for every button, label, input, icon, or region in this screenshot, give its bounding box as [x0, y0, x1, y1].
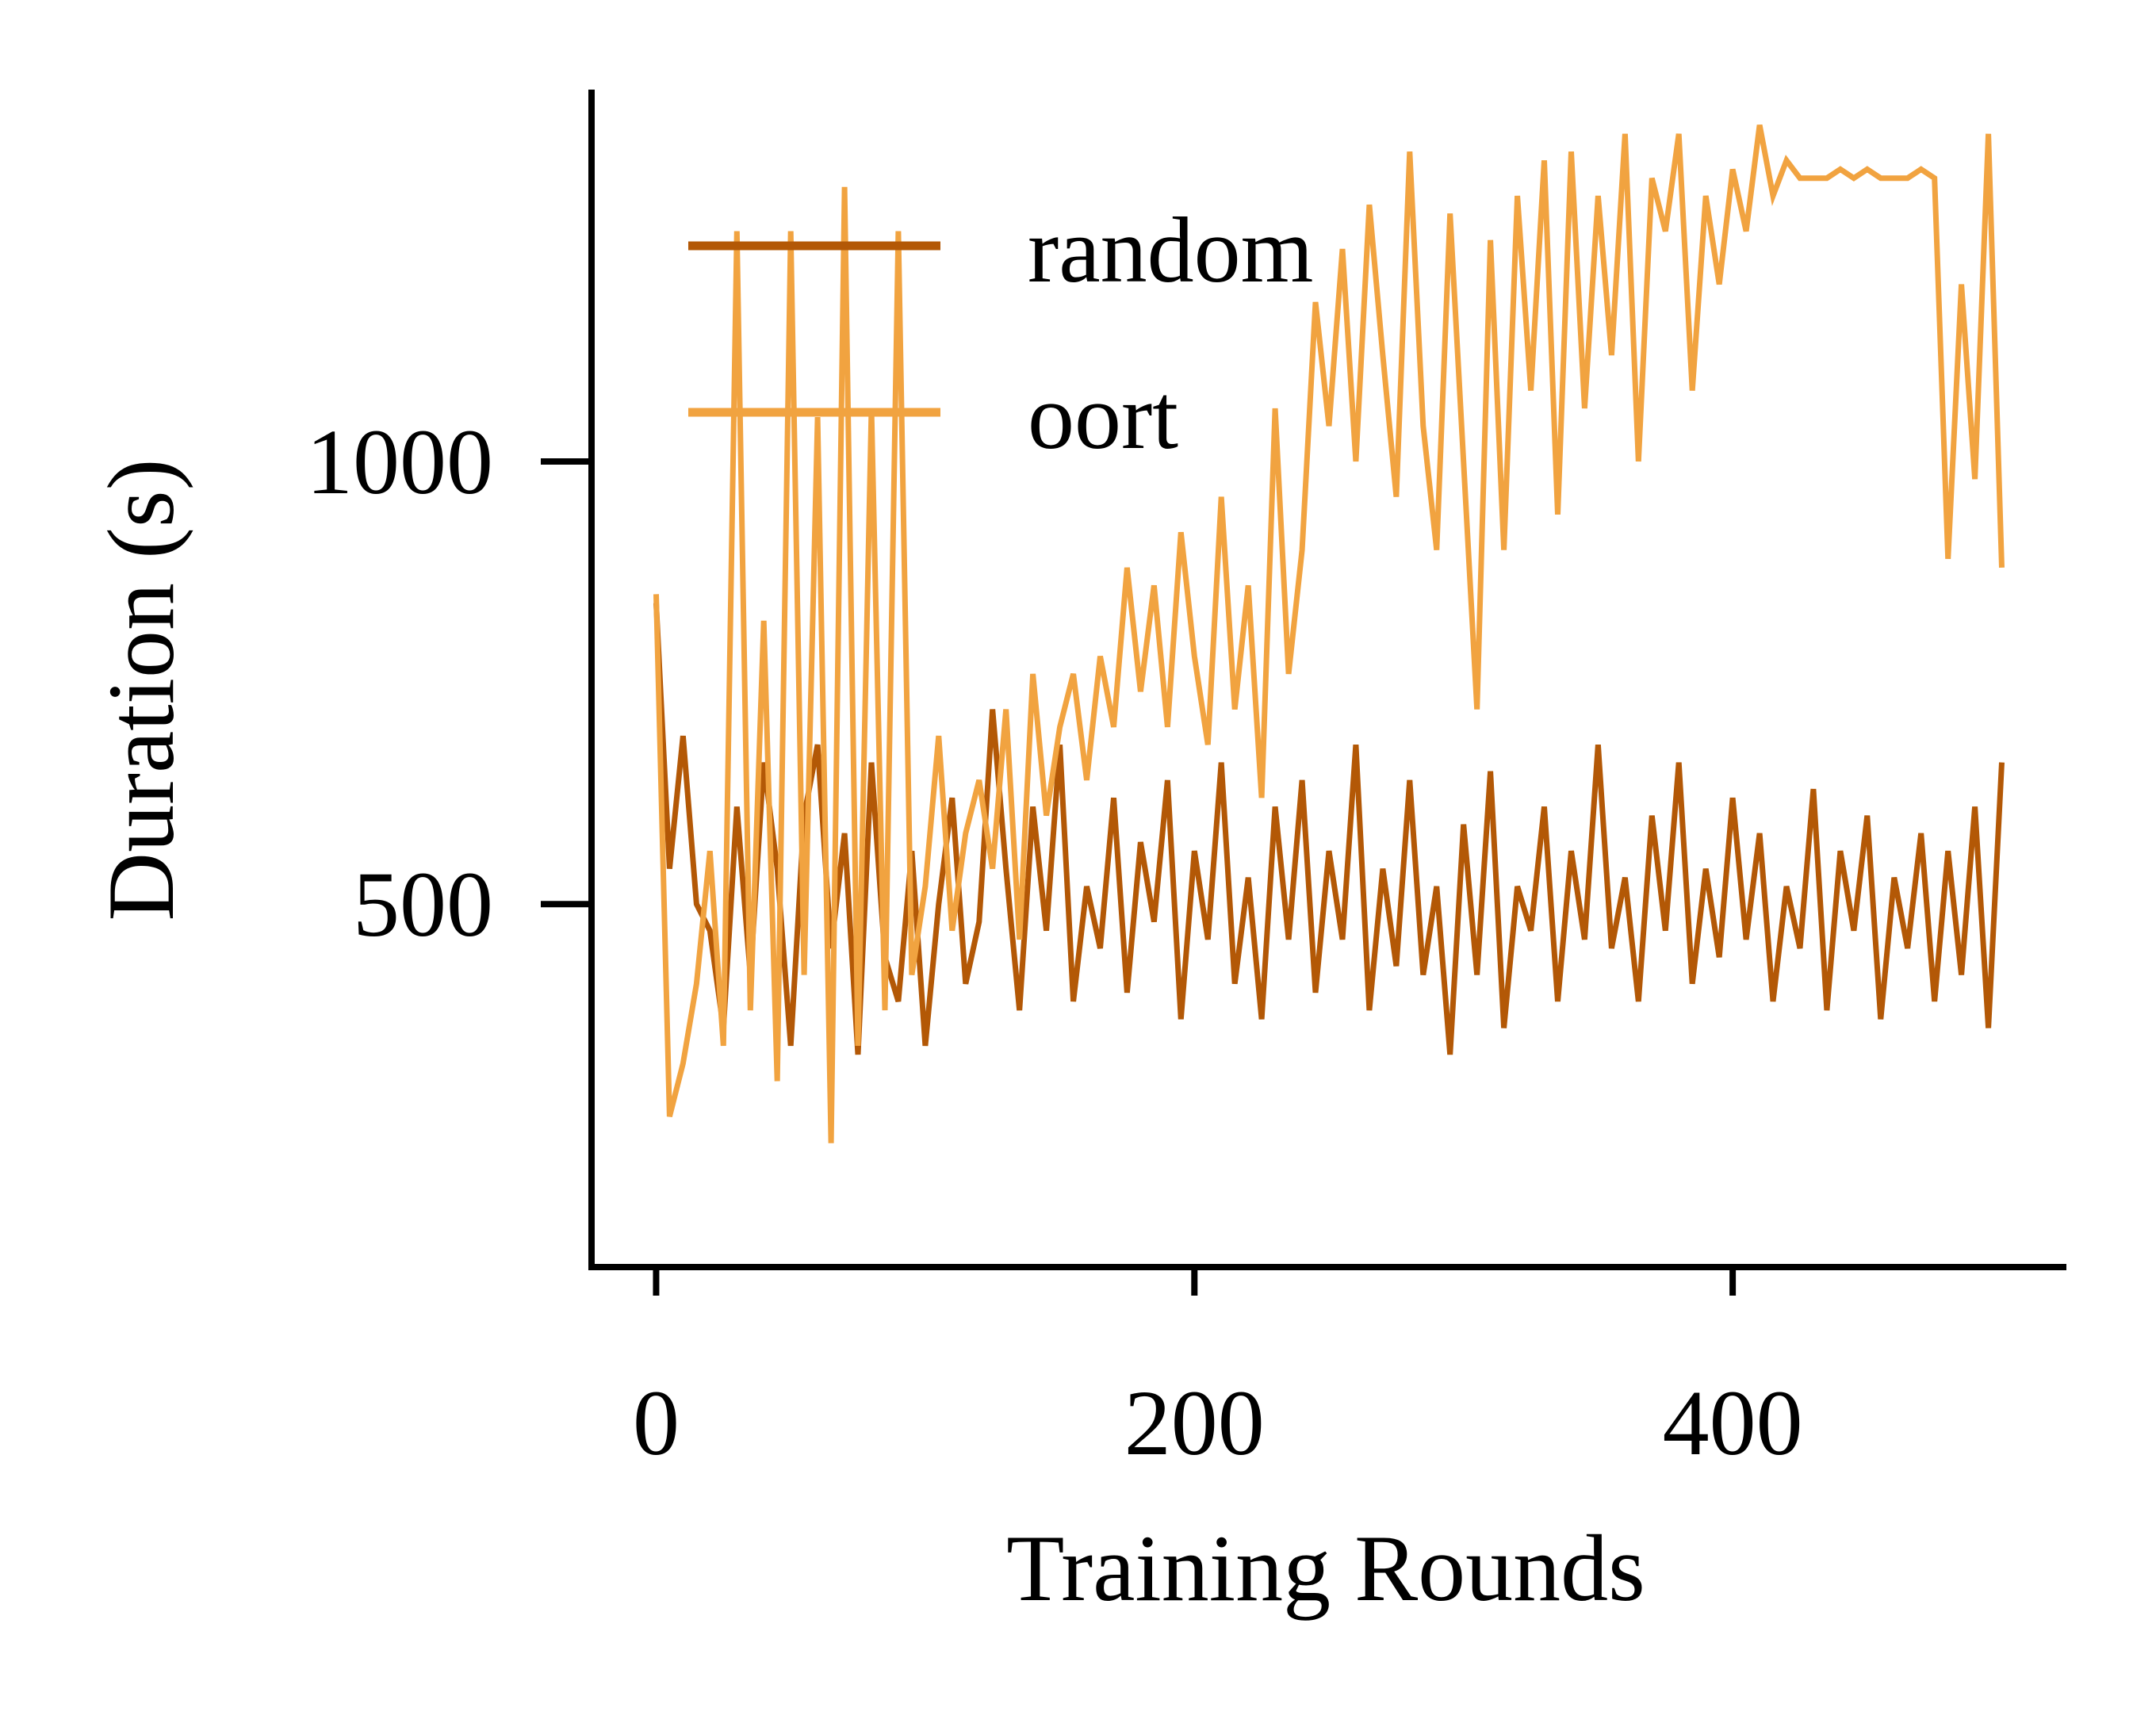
series-layer — [653, 124, 2005, 1143]
ticks-layer: 0 200 400 500 1000 — [306, 410, 1803, 1475]
y-axis-title: Duration (s) — [88, 458, 193, 921]
legend-label-random: random — [1028, 198, 1313, 302]
axes-layer — [588, 90, 2066, 1270]
x-tick-label: 200 — [1124, 1371, 1265, 1475]
legend: random oort — [688, 198, 1313, 469]
y-tick-label: 500 — [353, 852, 493, 956]
y-tick-label: 1000 — [306, 410, 493, 514]
x-tick-label: 400 — [1663, 1371, 1803, 1475]
series-line-oort — [653, 124, 2005, 1143]
legend-label-oort: oort — [1028, 365, 1178, 469]
x-tick-label: 0 — [633, 1371, 680, 1475]
x-axis-title: Training Rounds — [1006, 1515, 1645, 1621]
